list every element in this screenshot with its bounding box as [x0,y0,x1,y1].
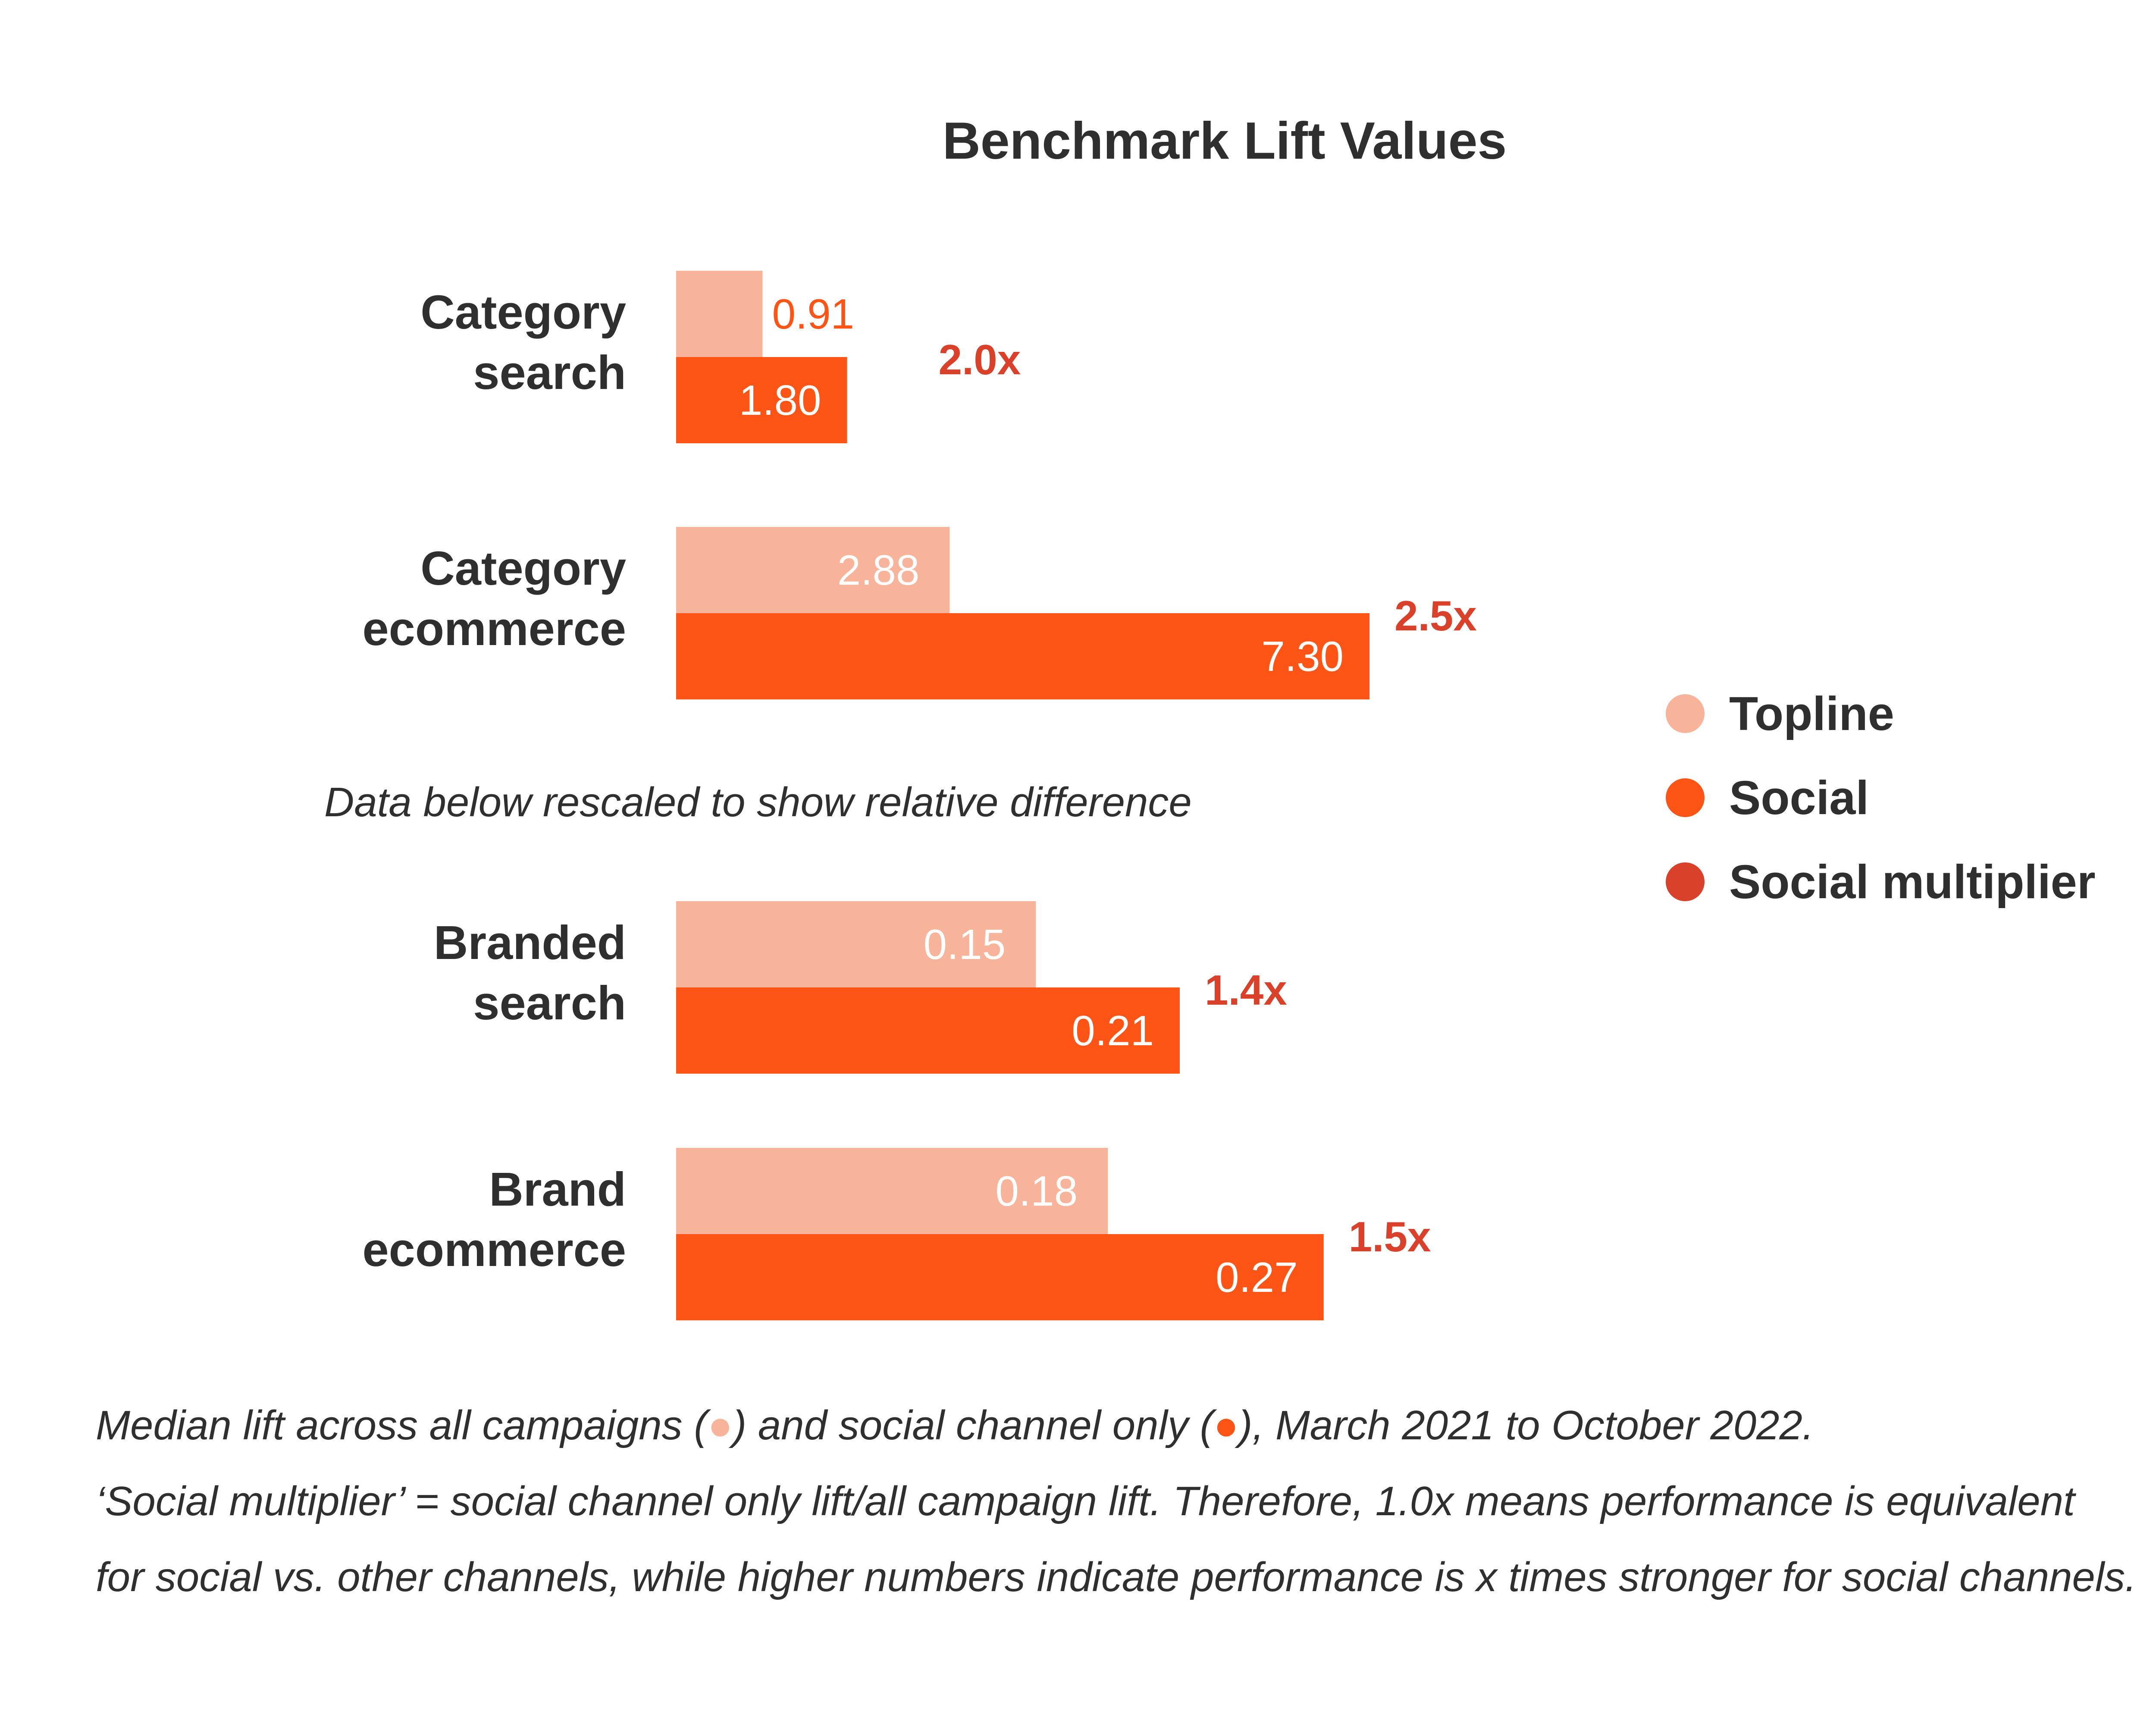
category-group: Category search 0.91 1.80 2.0x [420,271,1021,443]
category-label-line: ecommerce [363,602,627,655]
legend-swatch [1666,778,1705,817]
footnote-text: ), March 2021 to October 2022. [1235,1402,1814,1448]
category-group: Category ecommerce 2.88 7.30 2.5x [363,527,1477,699]
social-value-label: 0.21 [1072,1007,1154,1054]
topline-bar [676,1148,1108,1234]
category-label-line: Branded [434,916,626,969]
footnote-line-1: Median lift across all campaigns (●) and… [96,1402,1814,1448]
footnote: Median lift across all campaigns (●) and… [96,1402,2137,1600]
topline-dot-icon: ● [708,1402,733,1448]
legend: Topline Social Social multiplier [1666,687,2096,909]
bars-layer: Category search 0.91 1.80 2.0x Category ecomme… [363,271,1477,1320]
category-label-line: search [473,977,626,1030]
category-group: Branded search 0.15 0.21 1.4x [434,901,1287,1074]
category-label: Category search [420,286,626,399]
social-value-label: 1.80 [739,376,821,424]
social-dot-icon: ● [1214,1402,1239,1448]
chart-title: Benchmark Lift Values [943,111,1507,170]
legend-label: Social multiplier [1729,856,2096,909]
topline-value-label: 2.88 [837,546,920,594]
category-label-line: Category [420,286,626,339]
social-bar [676,613,1369,699]
topline-value-label: 0.15 [924,921,1006,968]
footnote-line-3: for social vs. other channels, while hig… [96,1554,2137,1600]
footnote-text: Median lift across all campaigns ( [96,1402,711,1448]
category-label: Brand ecommerce [363,1163,627,1276]
multiplier-label: 1.4x [1205,966,1287,1014]
social-bar [676,987,1180,1074]
multiplier-label: 2.0x [938,336,1021,383]
category-group: Brand ecommerce 0.18 0.27 1.5x [363,1148,1431,1320]
topline-bar [676,527,950,613]
footnote-line-2: ‘Social multiplier’ = social channel onl… [96,1478,2076,1524]
legend-item: Social multiplier [1666,856,2096,909]
legend-swatch [1666,862,1705,901]
rescale-note: Data below rescaled to show relative dif… [324,779,1192,825]
social-value-label: 0.27 [1216,1253,1298,1301]
topline-bar [676,271,763,357]
topline-bar [676,901,1036,987]
legend-item: Topline [1666,687,1894,740]
category-label: Category ecommerce [363,542,627,655]
social-bar [676,357,847,443]
legend-label: Social [1729,771,1869,824]
category-label-line: ecommerce [363,1223,627,1276]
category-label: Branded search [434,916,626,1030]
category-label-line: Category [420,542,626,595]
multiplier-label: 2.5x [1395,592,1477,639]
multiplier-label: 1.5x [1349,1213,1431,1260]
legend-item: Social [1666,771,1869,824]
social-bar [676,1234,1324,1320]
topline-value-label: 0.18 [995,1167,1078,1215]
legend-label: Topline [1729,687,1894,740]
social-value-label: 7.30 [1261,633,1344,680]
category-label-line: Brand [489,1163,626,1216]
footnote-text: ) and social channel only ( [728,1402,1217,1448]
category-label-line: search [473,346,626,399]
topline-value-label: 0.91 [772,290,854,338]
legend-swatch [1666,694,1705,733]
